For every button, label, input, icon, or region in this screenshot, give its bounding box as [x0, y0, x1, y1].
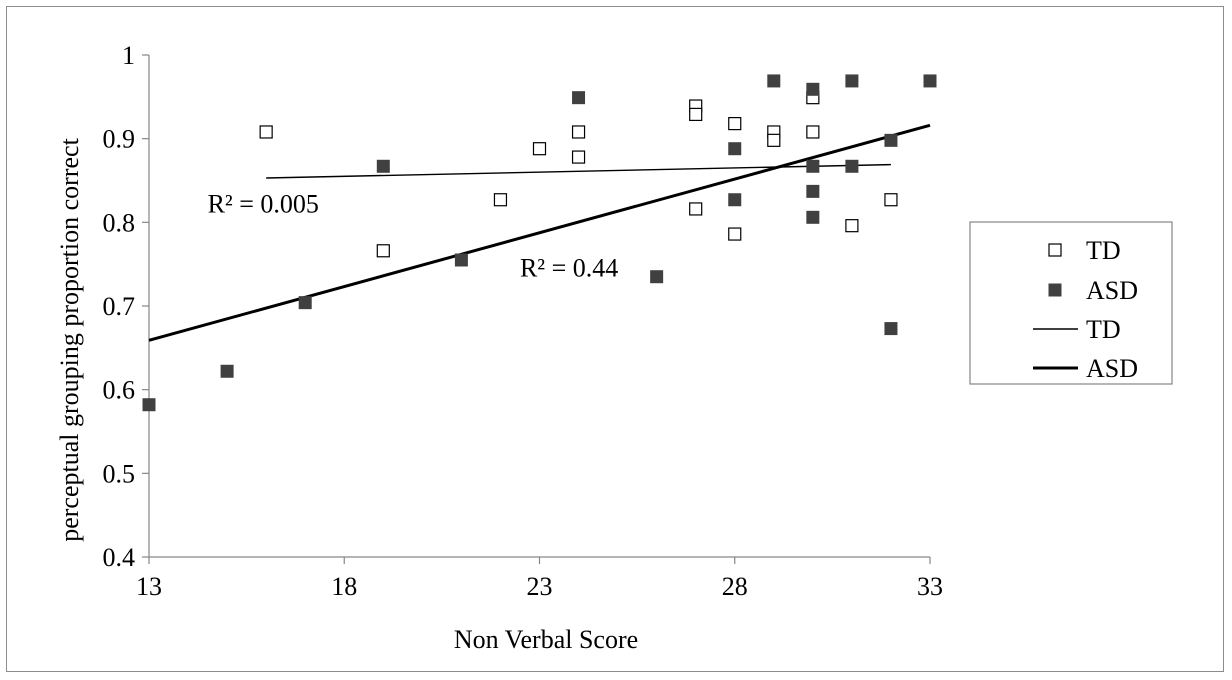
legend-label: ASD [1086, 354, 1138, 383]
point-td [728, 227, 742, 241]
r-squared-label: R² = 0.44 [520, 254, 618, 283]
legend-box [969, 221, 1173, 385]
legend-label: TD [1086, 236, 1121, 265]
point-td [767, 133, 781, 147]
point-asd [806, 210, 820, 224]
x-tick-label: 13 [136, 572, 162, 601]
point-asd [884, 322, 898, 336]
annotations: R² = 0.005 R² = 0.44 [208, 189, 619, 282]
legend-marker-td [1048, 243, 1062, 257]
y-tick-label: 0.7 [103, 292, 136, 321]
point-td [571, 125, 586, 139]
point-td [689, 107, 703, 122]
y-axis-label: perceptual grouping proportion correct [55, 137, 84, 541]
point-asd [298, 296, 312, 310]
point-td [259, 125, 273, 139]
point-asd [884, 133, 898, 147]
r-squared-label: R² = 0.005 [208, 189, 319, 218]
x-tick-label: 18 [331, 572, 357, 601]
y-tick-label: 1 [122, 41, 135, 70]
point-asd [220, 364, 234, 378]
point-td [493, 193, 508, 207]
point-td [571, 150, 586, 164]
legend-marker-asd [1048, 283, 1062, 297]
point-asd [845, 159, 859, 173]
y-tick-label: 0.9 [103, 125, 136, 154]
point-td [845, 219, 859, 233]
point-td [806, 125, 820, 139]
point-asd [142, 398, 156, 412]
x-axis-label: Non Verbal Score [454, 625, 638, 654]
point-td [728, 117, 742, 131]
legend-label: TD [1086, 315, 1121, 344]
point-asd [376, 159, 390, 173]
point-asd [572, 91, 586, 105]
point-asd [923, 74, 937, 88]
point-asd [728, 193, 742, 207]
legend-label: ASD [1086, 276, 1138, 305]
y-tick-label: 0.5 [103, 459, 136, 488]
x-tick-label: 28 [722, 572, 748, 601]
point-asd [845, 74, 859, 88]
y-tick-label: 0.4 [103, 543, 136, 572]
point-asd [806, 184, 820, 198]
x-tick-label: 33 [917, 572, 943, 601]
y-tick-label: 0.8 [103, 208, 136, 237]
point-td [689, 202, 703, 216]
x-tick-label: 23 [527, 572, 553, 601]
point-td [376, 244, 390, 258]
trendline-td [266, 163, 891, 179]
point-asd [650, 270, 664, 284]
point-asd [728, 142, 742, 156]
point-asd [806, 82, 820, 96]
y-ticks: 0.4 0.5 0.6 0.7 0.8 0.9 1 [103, 41, 149, 572]
x-ticks: 13 18 23 28 33 [136, 557, 943, 601]
trendlines [148, 123, 931, 342]
point-asd [454, 253, 468, 267]
data-points [142, 74, 937, 412]
point-asd [767, 74, 781, 88]
trendline-asd [148, 123, 931, 342]
point-asd [806, 159, 820, 173]
legend: TD ASD TD ASD [969, 221, 1173, 385]
point-td [532, 142, 547, 156]
point-td [884, 193, 898, 207]
y-tick-label: 0.6 [103, 376, 136, 405]
